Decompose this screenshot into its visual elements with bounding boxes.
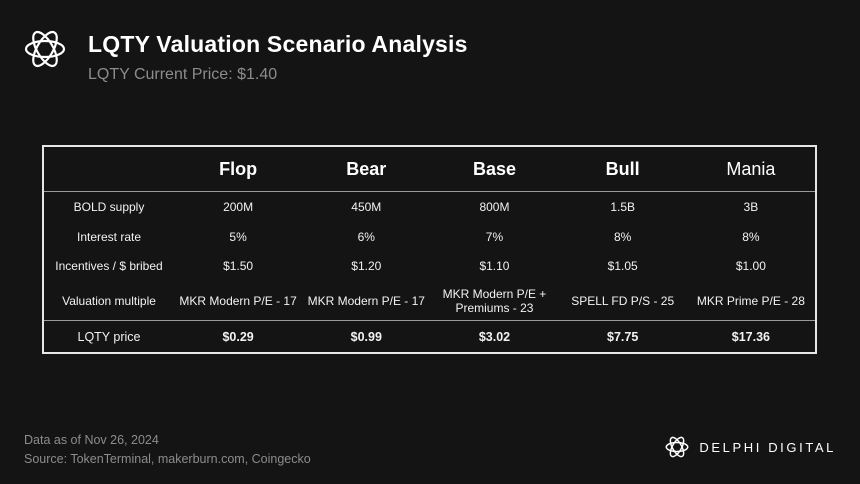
table-cell: 800M (479, 199, 510, 214)
table-cell: MKR Modern P/E + Premiums - 23 (442, 286, 547, 315)
table-cell: $1.05 (607, 259, 638, 274)
source-note: Source: TokenTerminal, makerburn.com, Co… (24, 452, 311, 466)
delphi-logo-icon (24, 30, 66, 68)
table-cell: $1.10 (479, 259, 510, 274)
table-row: Valuation multiple MKR Modern P/E - 17 M… (44, 281, 815, 320)
current-price-subtitle: LQTY Current Price: $1.40 (88, 66, 278, 83)
table-row: Incentives / $ bribed $1.50 $1.20 $1.10 … (44, 251, 815, 281)
table-cell: SPELL FD P/S - 25 (571, 293, 675, 308)
table-cell: MKR Modern P/E - 17 (307, 293, 425, 308)
price-cell: $0.99 (302, 320, 431, 352)
price-cell: $17.36 (686, 320, 815, 352)
brand-name: DELPHI DIGITAL (699, 439, 836, 455)
row-label: Interest rate (76, 229, 142, 244)
table-cell: 6% (357, 229, 375, 244)
scenario-header: Flop (174, 147, 303, 192)
table-cell: 7% (485, 229, 504, 244)
table-cell: 8% (613, 229, 632, 244)
scenario-table: Flop Bear Base Bull Mania BOLD supply 20… (42, 145, 817, 354)
lqty-price-row: LQTY price $0.29 $0.99 $3.02 $7.75 $17.3… (44, 320, 815, 352)
table-cell: 200M (223, 199, 254, 214)
table-cell: 450M (351, 199, 382, 214)
page-title: LQTY Valuation Scenario Analysis (88, 31, 468, 57)
price-cell: $7.75 (558, 320, 687, 352)
row-label: BOLD supply (73, 199, 145, 214)
table-cell: MKR Prime P/E - 28 (696, 293, 805, 308)
scenario-header: Base (430, 147, 559, 192)
delphi-brand-icon (665, 436, 689, 458)
table-header-row: Flop Bear Base Bull Mania (44, 147, 815, 192)
data-date-note: Data as of Nov 26, 2024 (24, 433, 159, 447)
table-cell: 8% (742, 229, 760, 244)
table-cell: 1.5B (610, 199, 635, 214)
header-empty-cell (44, 147, 174, 192)
price-cell: $0.29 (174, 320, 303, 352)
table-cell: 3B (743, 199, 759, 214)
scenario-header: Bull (558, 147, 687, 192)
table-cell: $1.20 (351, 259, 382, 274)
table-cell: 5% (229, 229, 247, 244)
table-row: Interest rate 5% 6% 7% 8% 8% (44, 222, 815, 252)
scenario-header: Bear (302, 147, 431, 192)
brand-mark: DELPHI DIGITAL (664, 434, 836, 460)
table-cell: $1.00 (735, 259, 766, 274)
table-row: BOLD supply 200M 450M 800M 1.5B 3B (44, 192, 815, 222)
row-label: Valuation multiple (62, 293, 156, 308)
row-label: LQTY price (44, 320, 174, 352)
row-label: Incentives / $ bribed (55, 259, 163, 274)
table-cell: MKR Modern P/E - 17 (179, 293, 297, 308)
table-cell: $1.50 (223, 259, 254, 274)
scenario-header: Mania (686, 147, 815, 192)
price-cell: $3.02 (430, 320, 559, 352)
